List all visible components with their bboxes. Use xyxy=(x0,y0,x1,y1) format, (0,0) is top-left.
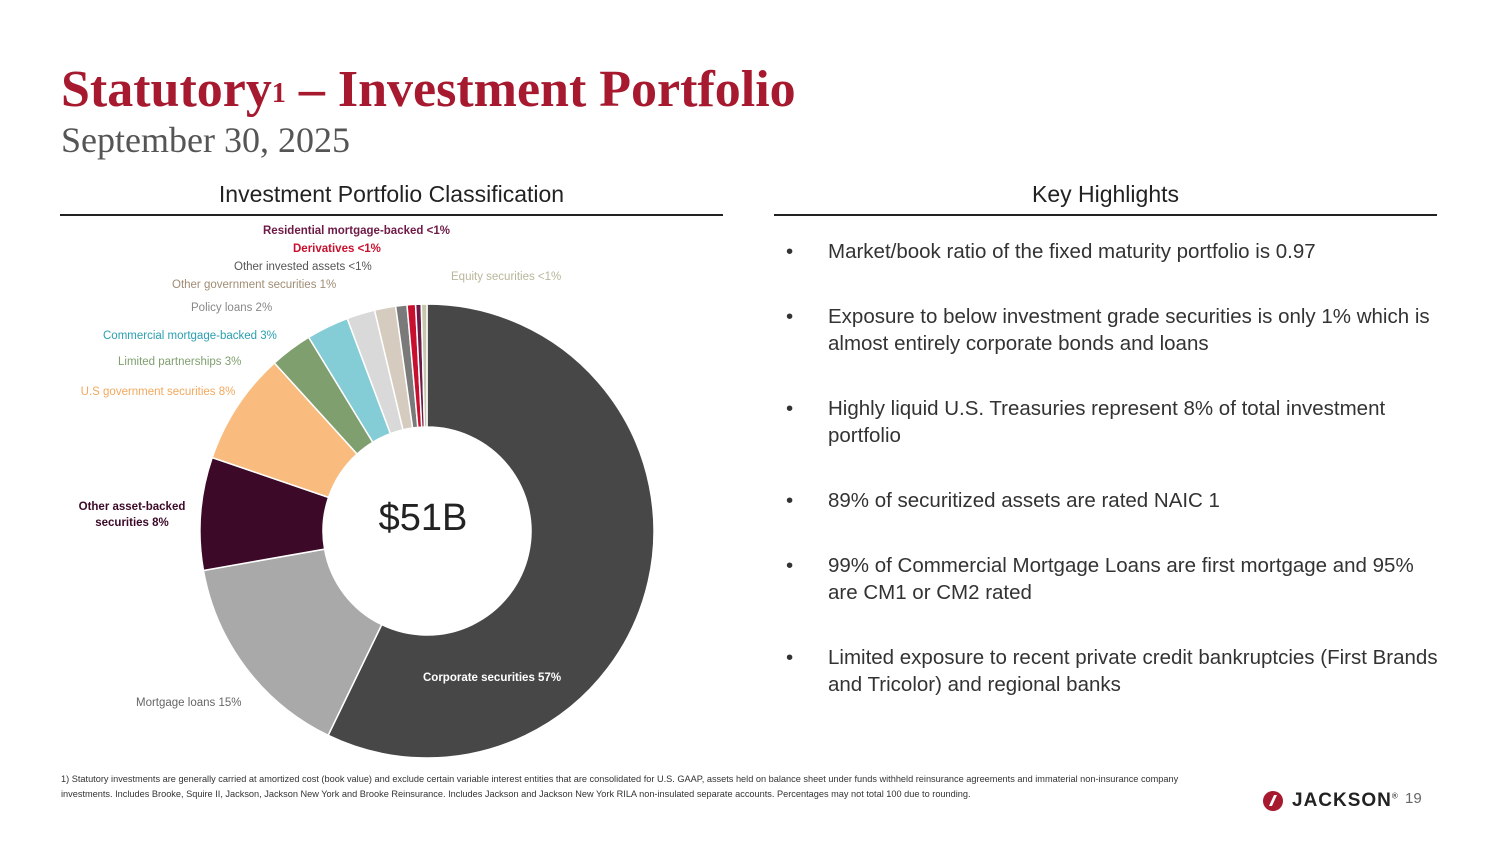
highlight-text: Highly liquid U.S. Treasuries represent … xyxy=(828,397,1386,447)
page-number: 19 xyxy=(1405,790,1422,807)
jackson-logo-icon xyxy=(1263,791,1283,811)
highlights-list: • Market/book ratio of the fixed maturity… xyxy=(786,238,1446,698)
footnote: 1) Statutory investments are generally c… xyxy=(61,774,1179,799)
highlight-item: • Market/book ratio of the fixed maturity… xyxy=(786,238,1446,265)
slice-label: Mortgage loans 15% xyxy=(136,697,242,709)
chart-section-heading: Investment Portfolio Classification xyxy=(60,178,723,216)
slice-label: Commercial mortgage-backed 3% xyxy=(103,330,277,342)
slice-label: U.S government securities 8% xyxy=(80,386,236,398)
title-main: Statutory xyxy=(61,61,272,118)
donut-slices xyxy=(199,303,655,759)
donut-slice-11 xyxy=(420,303,428,428)
highlight-item: • Limited exposure to recent private cred… xyxy=(786,644,1446,698)
highlight-text: Limited exposure to recent private credi… xyxy=(828,646,1438,696)
title-footnote-marker: 1 xyxy=(271,78,286,109)
slice-label: Policy loans 2% xyxy=(191,302,273,314)
page-title: Statutory1 – Investment Portfolio xyxy=(61,60,796,120)
jackson-logo: JACKSON® xyxy=(1262,790,1399,812)
slice-label: Residential mortgage-backed <1% xyxy=(263,225,450,237)
bullet-dot: • xyxy=(786,646,794,669)
brand-registered-mark: ® xyxy=(1391,791,1399,801)
highlight-text: Exposure to below investment grade secur… xyxy=(828,305,1430,355)
highlight-item: • Highly liquid U.S. Treasuries represent… xyxy=(786,395,1446,449)
bullet-dot: • xyxy=(786,240,794,263)
highlight-text: 99% of Commercial Mortgage Loans are fir… xyxy=(828,554,1414,604)
page-subtitle: September 30, 2025 xyxy=(61,120,350,160)
slice-label: Other invested assets <1% xyxy=(234,261,372,273)
highlight-item: • Exposure to below investment grade secu… xyxy=(786,303,1446,357)
title-rest: – Investment Portfolio xyxy=(285,61,796,118)
bullet-dot: • xyxy=(786,489,794,512)
brand-name-text: JACKSON xyxy=(1292,790,1392,811)
slice-label: Other government securities 1% xyxy=(172,279,337,291)
portfolio-donut-chart xyxy=(199,303,655,759)
donut-slice-0 xyxy=(327,303,655,759)
slice-label: Equity securities <1% xyxy=(451,271,562,283)
bullet-dot: • xyxy=(786,305,794,328)
highlight-text: 89% of securitized assets are rated NAIC… xyxy=(828,489,1220,512)
highlight-item: • 99% of Commercial Mortgage Loans are fi… xyxy=(786,552,1446,606)
highlight-item: • 89% of securitized assets are rated NAI… xyxy=(786,487,1446,514)
slice-label: Corporate securities 57% xyxy=(423,672,562,684)
slice-label: Other asset-backed securities 8% xyxy=(78,501,186,529)
highlight-text: Market/book ratio of the fixed maturity … xyxy=(828,240,1316,263)
bullet-dot: • xyxy=(786,554,794,577)
brand-name: JACKSON® xyxy=(1292,790,1399,812)
donut-slice-1 xyxy=(202,548,383,737)
donut-center-total: $51B xyxy=(378,497,468,539)
highlights-section-heading: Key Highlights xyxy=(774,178,1437,216)
slice-label: Derivatives <1% xyxy=(293,243,381,255)
slice-label: Limited partnerships 3% xyxy=(118,356,242,368)
bullet-dot: • xyxy=(786,397,794,420)
